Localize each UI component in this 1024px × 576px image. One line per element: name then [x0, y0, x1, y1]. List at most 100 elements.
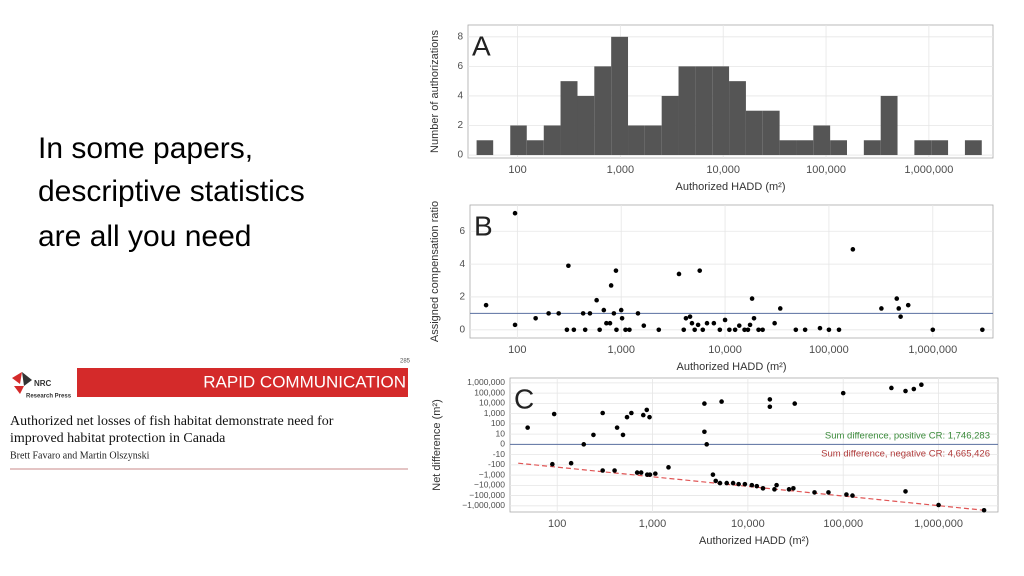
bar — [510, 125, 527, 156]
point — [647, 414, 652, 420]
bar — [644, 125, 662, 156]
point — [793, 327, 799, 333]
bar — [678, 66, 696, 156]
y-tick-label: -10 — [493, 449, 506, 459]
heading: descriptive statistics — [38, 175, 305, 208]
point — [889, 385, 894, 391]
panel-letter: A — [472, 30, 491, 61]
point — [666, 465, 671, 470]
point — [704, 320, 710, 326]
bar — [695, 66, 713, 156]
point — [568, 460, 574, 466]
bar — [594, 66, 612, 156]
point — [772, 487, 777, 492]
y-tick-label: 2 — [459, 292, 465, 303]
panel — [469, 204, 994, 339]
y-axis-label: Assigned compensation ratio — [429, 201, 441, 342]
point — [656, 327, 662, 333]
point — [695, 322, 701, 328]
y-tick-label: −10,000 — [474, 480, 505, 490]
point — [930, 327, 936, 333]
bar — [628, 125, 645, 156]
point — [594, 297, 599, 303]
point — [692, 327, 697, 333]
x-tick-label: 1,000,000 — [914, 518, 963, 530]
point — [898, 314, 903, 319]
point — [724, 480, 730, 486]
point — [791, 486, 796, 491]
annotation: Sum difference, negative CR: 4,665,426 — [821, 449, 990, 460]
point — [697, 268, 703, 273]
y-tick-label: -100 — [488, 459, 505, 469]
point — [727, 327, 732, 333]
point — [676, 271, 682, 277]
point — [512, 210, 518, 216]
point — [635, 311, 641, 316]
bar — [476, 140, 494, 156]
y-tick-label: −100,000 — [469, 490, 505, 500]
point — [840, 390, 846, 396]
annotation: Sum difference, positive CR: 1,746,283 — [825, 431, 990, 442]
point — [767, 397, 773, 402]
point — [587, 311, 593, 316]
point — [564, 327, 570, 333]
page-number: 285 — [400, 359, 411, 365]
bar — [577, 95, 595, 156]
point — [641, 323, 647, 328]
point — [749, 482, 755, 488]
y-tick-label: 0 — [500, 439, 505, 449]
y-tick-label: 1,000,000 — [467, 377, 505, 387]
paper-title: Authorized net losses of fish habitat de… — [10, 414, 334, 429]
point — [582, 327, 588, 333]
point — [556, 311, 561, 316]
x-tick-label: 100 — [508, 164, 526, 176]
y-tick-label: 100 — [491, 418, 505, 428]
x-axis-label: Authorized HADD (m²) — [676, 361, 786, 373]
y-tick-label: 6 — [457, 61, 463, 72]
point — [911, 386, 917, 392]
point — [717, 480, 723, 486]
point — [722, 317, 728, 323]
point — [512, 322, 518, 328]
point — [607, 320, 613, 326]
section: RAPID COMMUNICATION — [203, 372, 406, 391]
y-tick-label: 4 — [459, 259, 465, 270]
point — [571, 327, 577, 333]
bar — [560, 81, 578, 156]
bar — [661, 95, 679, 156]
section-band — [77, 368, 408, 397]
point — [580, 311, 586, 316]
y-tick-label: 8 — [457, 31, 463, 42]
panel — [509, 377, 999, 513]
point — [700, 327, 706, 333]
point — [732, 327, 738, 333]
x-tick-label: 1,000,000 — [908, 344, 957, 356]
x-tick-label: 100 — [548, 518, 566, 530]
bar — [611, 36, 629, 156]
x-tick-label: 1,000,000 — [904, 164, 953, 176]
point — [711, 320, 717, 326]
point — [903, 489, 908, 494]
publisher-logo — [12, 372, 32, 394]
point — [754, 483, 760, 489]
point — [614, 425, 620, 430]
point — [903, 388, 908, 394]
point — [786, 487, 792, 492]
point — [702, 401, 707, 406]
point — [604, 320, 609, 326]
bar — [964, 140, 982, 156]
point — [551, 411, 557, 417]
y-tick-label: 4 — [457, 91, 463, 102]
point — [597, 327, 602, 333]
point — [683, 315, 689, 321]
point — [905, 302, 911, 308]
heading: In some papers, — [38, 132, 253, 165]
y-tick-label: 0 — [459, 324, 465, 335]
x-tick-label: 100,000 — [823, 518, 863, 530]
point — [600, 410, 605, 416]
point — [681, 327, 687, 333]
y-tick-label: −1,000 — [479, 469, 506, 479]
point — [751, 315, 757, 321]
